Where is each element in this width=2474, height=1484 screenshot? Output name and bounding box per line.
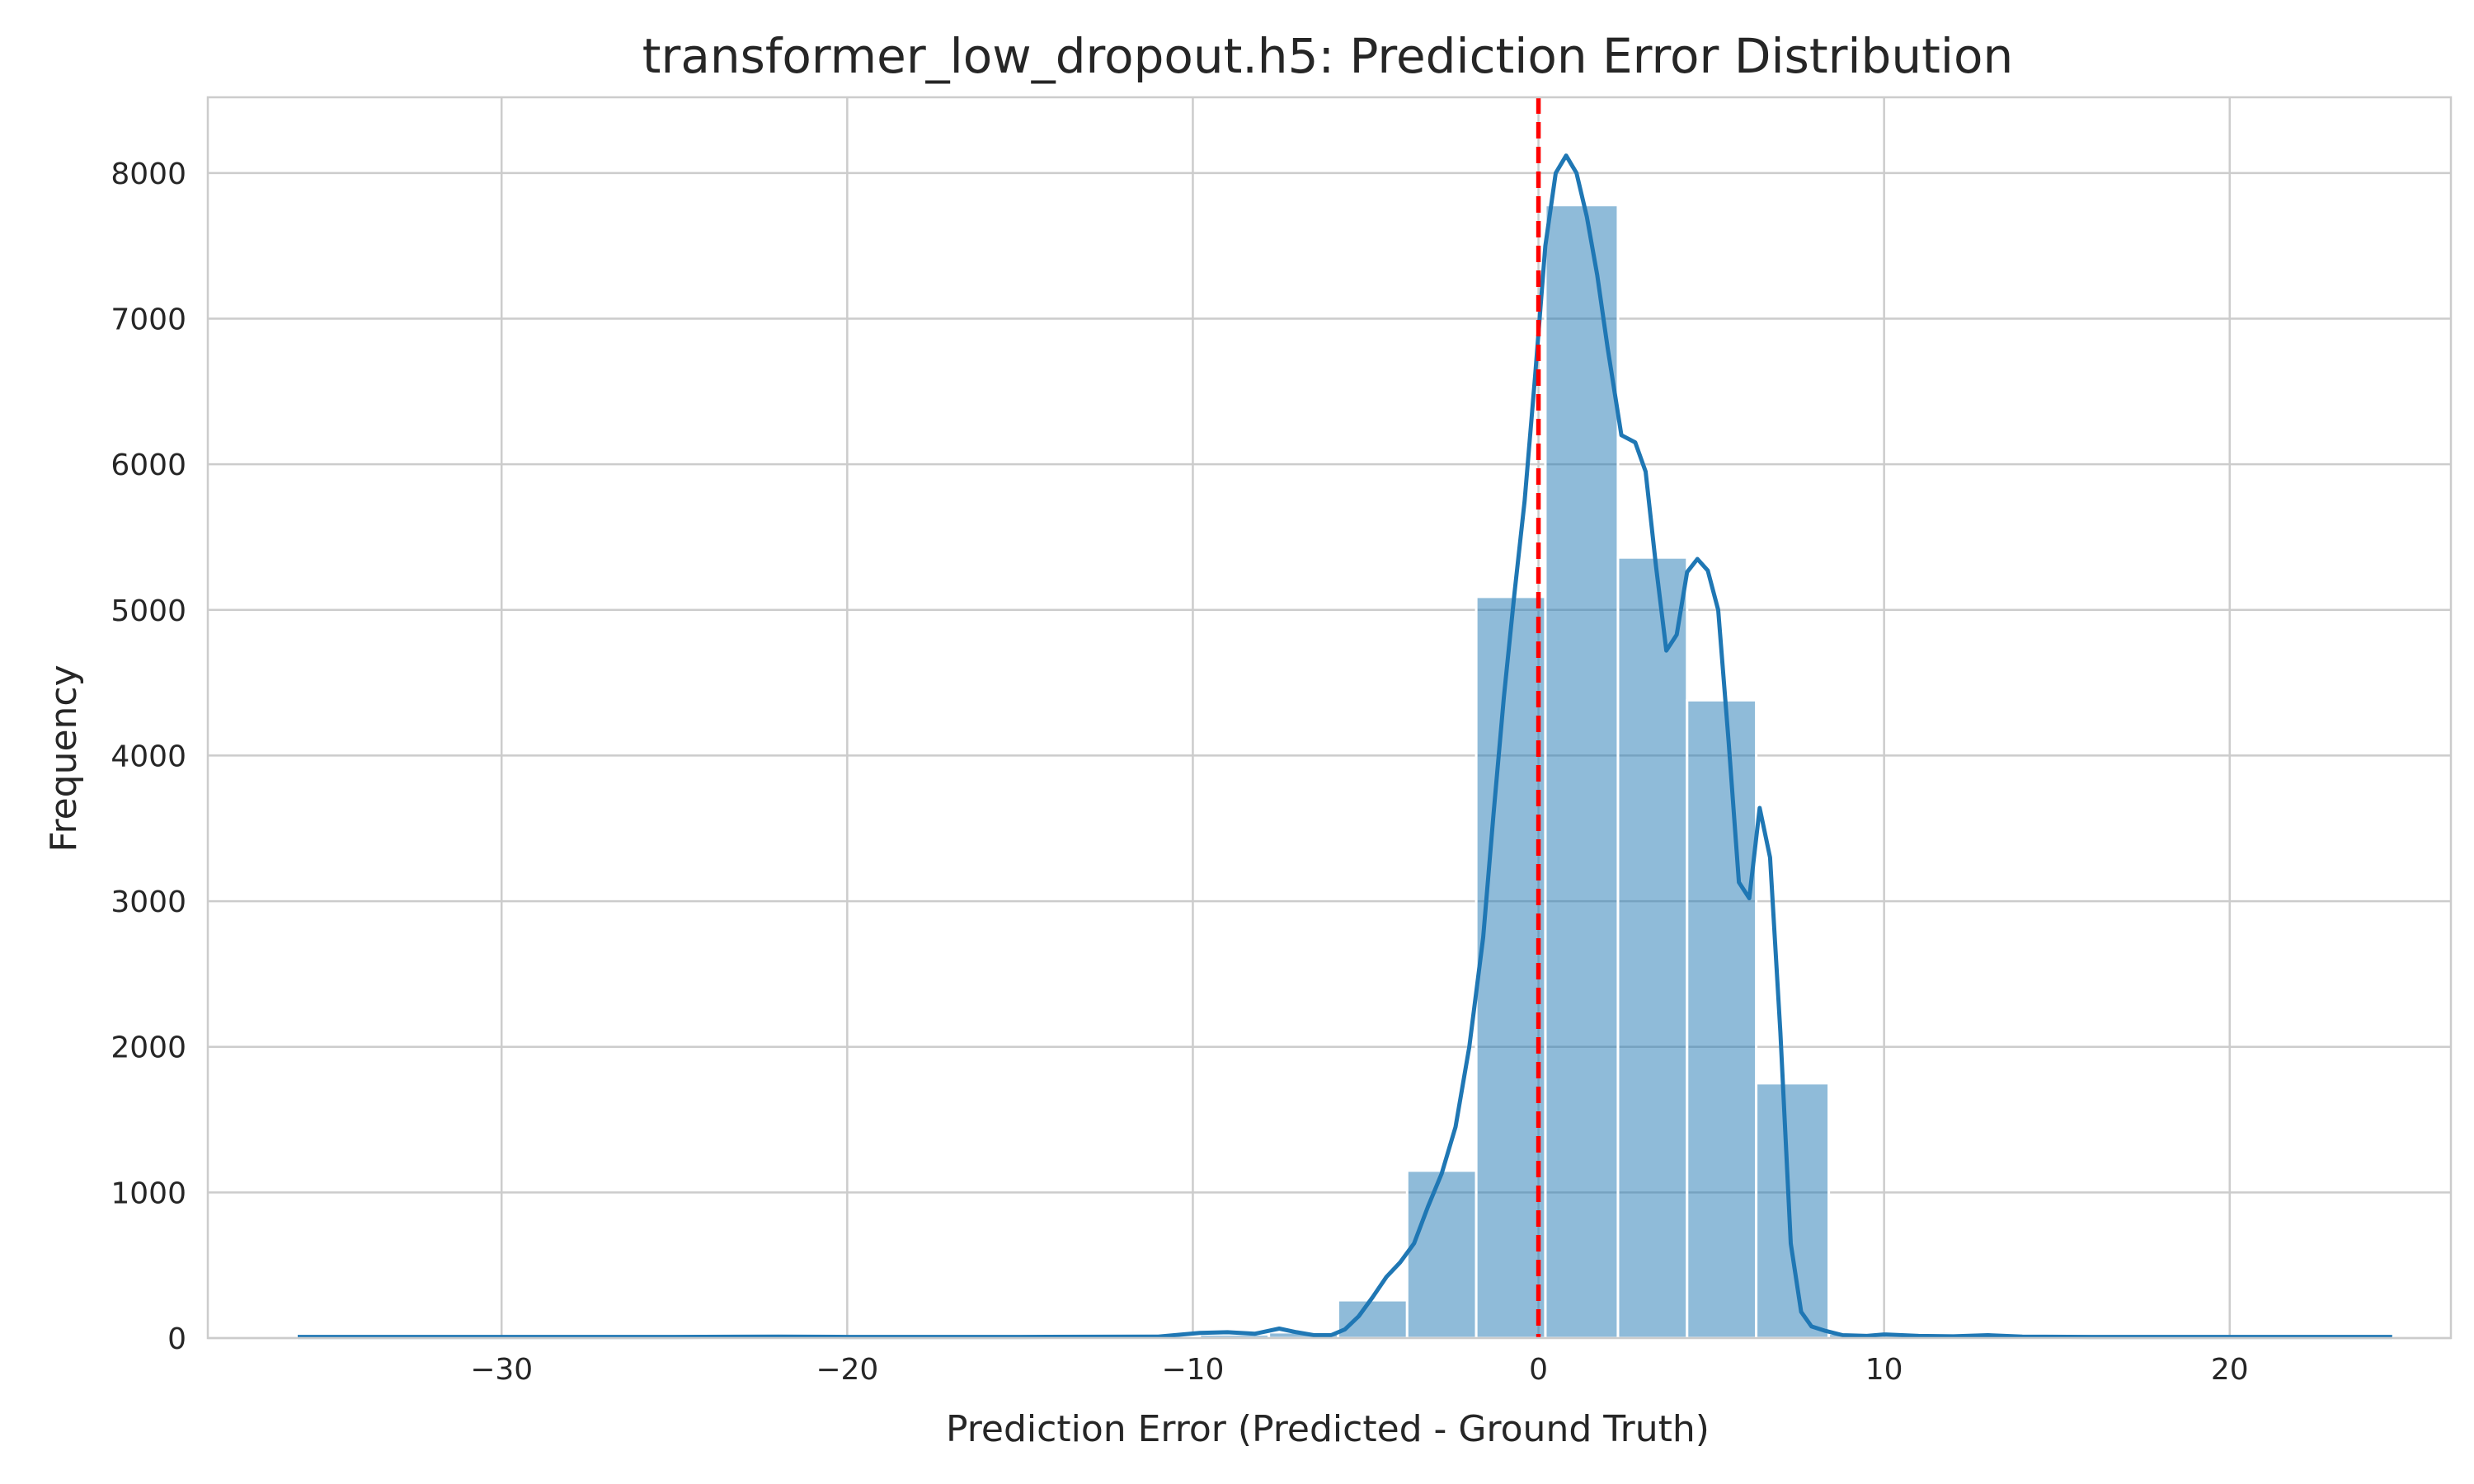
x-tick-label: 0 <box>1529 1353 1548 1387</box>
axes-frame <box>206 96 2453 1340</box>
x-tick-label: −20 <box>816 1353 878 1387</box>
y-axis-label: Frequency <box>43 665 85 852</box>
y-tick-label: 7000 <box>111 303 186 336</box>
grid-layer <box>208 97 2451 1340</box>
y-tick-label: 8000 <box>111 157 186 191</box>
kde-curve <box>298 153 2392 1340</box>
y-tick-labels: 0 1000 2000 3000 4000 5000 6000 7000 8000 <box>111 157 186 1356</box>
x-tick-labels: −30 −20 −10 0 10 20 <box>470 1353 2248 1387</box>
y-tick-label: 5000 <box>111 594 186 628</box>
y-tick-label: 3000 <box>111 885 186 919</box>
x-tick-label: −10 <box>1161 1353 1224 1387</box>
histogram-bar <box>1616 556 1689 1340</box>
histogram-bar <box>1755 1082 1831 1340</box>
histogram-bar <box>1686 698 1758 1340</box>
x-tick-label: 10 <box>1865 1353 1903 1387</box>
y-tick-label: 1000 <box>111 1176 186 1210</box>
x-axis-label: Prediction Error (Predicted - Ground Tru… <box>946 1408 1710 1450</box>
y-tick-label: 2000 <box>111 1031 186 1065</box>
histogram-bar <box>1336 1298 1409 1340</box>
chart-title: transformer_low_dropout.h5: Prediction E… <box>642 28 2013 84</box>
bars-layer <box>296 204 2394 1340</box>
histogram-bar <box>1475 595 1547 1340</box>
x-tick-label: −30 <box>470 1353 533 1387</box>
y-tick-label: 0 <box>167 1322 186 1356</box>
y-tick-label: 4000 <box>111 740 186 773</box>
histogram-bar <box>1544 204 1620 1340</box>
y-tick-label: 6000 <box>111 448 186 482</box>
x-tick-label: 20 <box>2211 1353 2249 1387</box>
histogram-bar <box>1405 1169 1478 1340</box>
